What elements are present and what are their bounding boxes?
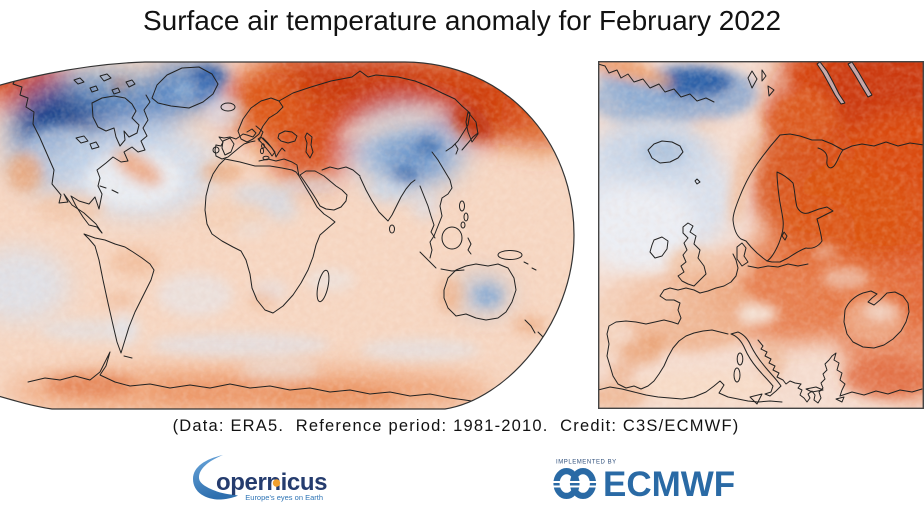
svg-text:IMPLEMENTED BY: IMPLEMENTED BY	[556, 460, 617, 466]
svg-text:opernicus: opernicus	[216, 469, 327, 496]
svg-text:ECMWF: ECMWF	[603, 465, 735, 504]
svg-text:Europe's eyes on Earth: Europe's eyes on Earth	[245, 493, 323, 502]
